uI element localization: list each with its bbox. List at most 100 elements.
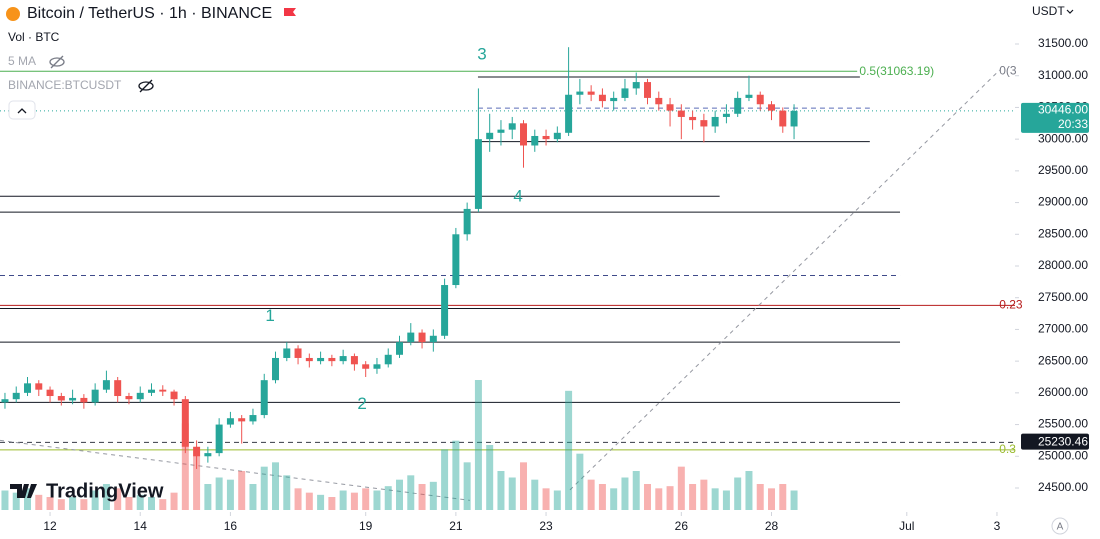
volume-bar [373,490,381,510]
volume-bar [226,479,234,510]
wave-label: 2 [357,394,366,413]
candle-body [621,88,629,98]
candle-body [339,356,347,362]
volume-bar [441,449,449,510]
volume-bar [46,497,54,510]
x-tick-label: 16 [224,519,238,533]
candle-body [362,364,370,369]
volume-bar [294,488,302,510]
x-tick-label: Jul [899,519,914,533]
candle-body [294,348,302,358]
x-tick-label: 19 [359,519,373,533]
x-tick-label: 26 [675,519,689,533]
candle-body [655,97,663,105]
volume-bar [24,488,32,510]
volume-bar [283,475,291,510]
brand-mark [10,484,37,498]
candle-body [69,397,77,401]
volume-bar [655,488,663,510]
candle-body [463,208,471,235]
volume-bar [553,490,561,510]
volume-bar [565,390,573,510]
wave-label: 1 [265,306,274,325]
candle-body [260,380,268,416]
volume-bar [576,453,584,510]
candle-body [666,104,674,111]
candle-body [136,392,144,400]
y-tick-label: 24500.00 [1038,480,1088,494]
volume-bar [35,494,43,510]
y-tick-label: 27500.00 [1038,290,1088,304]
candle-body [452,234,460,286]
candle-body [46,389,54,397]
candle-body [407,332,415,343]
volume-bar [80,499,88,510]
candle-body [565,94,573,133]
candle-body [429,335,437,343]
volume-bar [768,488,776,510]
candle-body [102,380,110,390]
collapse-button[interactable] [8,100,36,120]
volume-bar [317,494,325,510]
volume-bar [238,471,246,510]
candle-body [328,357,336,362]
volume-bar [136,494,144,510]
candle-body [745,94,753,98]
y-tick-label: 28000.00 [1038,258,1088,272]
countdown-label: 20:33 [1058,117,1088,131]
volume-bar [497,471,505,510]
candle-body [80,397,88,403]
candle-body [497,129,505,133]
volume-bar [711,488,719,510]
candle-body [35,383,43,390]
last-price-label: 30446.00 [1038,103,1088,117]
eye-icon[interactable] [49,55,65,69]
volume-bar [193,455,201,510]
volume-bar [260,466,268,510]
fib-label: 0.23 [999,297,1023,311]
dropdown-icon [1066,9,1074,14]
volume-bar [305,492,313,510]
y-tick-label: 26500.00 [1038,353,1088,367]
volume-bar [114,488,122,510]
auto-scale-label: A [1057,522,1064,533]
volume-bar [644,484,652,510]
candle-body [350,356,358,365]
auto-scale-button[interactable] [1051,517,1069,535]
volume-bar [407,475,415,510]
x-tick-label: 3 [994,519,1001,533]
ma-label: 5 MA [8,54,36,68]
last-price-badge [1021,102,1089,133]
candle-body [610,97,618,102]
volume-bar [204,484,212,510]
marker-price-label: 25230.46 [1038,434,1088,448]
candle-body [193,446,201,457]
candle-body [734,97,742,114]
volume-bar [779,484,787,510]
symbol-label: BINANCE:BTCUSDT [8,78,122,92]
volume-bar [57,499,65,510]
candle-body [700,120,708,127]
volume-bar [429,481,437,510]
candle-body [249,415,257,422]
candle-body [779,110,787,127]
candle-body [57,396,65,401]
trend-line [569,69,1001,491]
eye-icon[interactable] [138,79,154,93]
candle-body [418,332,426,343]
volume-bar [463,462,471,510]
candle-body [24,383,32,393]
time-axis-bg [0,512,1019,539]
candle-body [542,135,550,140]
candle-body [125,396,133,400]
volume-label: Vol · BTC [8,30,60,44]
volume-bar [474,380,482,510]
volume-bar [531,479,539,510]
volume-bar [181,423,189,510]
currency-label[interactable]: USDT [1032,4,1065,18]
volume-bar [722,490,730,510]
volume-bar [396,479,404,510]
candle-body [790,110,798,127]
candle-body [576,91,584,95]
volume-bar [339,490,347,510]
